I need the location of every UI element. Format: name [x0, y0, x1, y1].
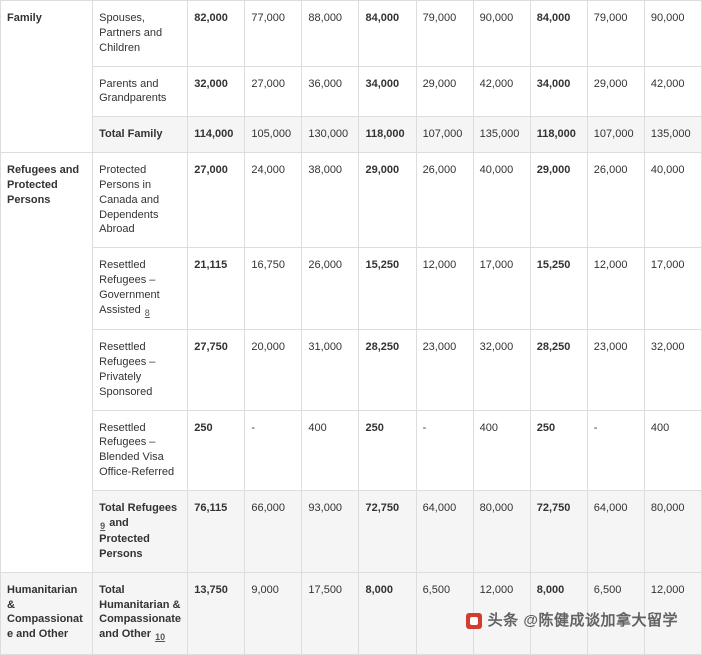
value-cell: 135,000 — [473, 117, 530, 153]
value-cell: 23,000 — [587, 330, 644, 410]
value-cell: 16,750 — [245, 248, 302, 330]
table-row: Resettled Refugees – Privately Sponsored… — [1, 330, 702, 410]
immigration-levels-table: FamilySpouses, Partners and Children82,0… — [0, 0, 702, 655]
value-cell: 64,000 — [587, 490, 644, 572]
value-cell: 12,000 — [416, 248, 473, 330]
value-cell: 28,250 — [359, 330, 416, 410]
value-cell: 250 — [359, 410, 416, 490]
value-cell: 42,000 — [473, 66, 530, 117]
value-cell: 26,000 — [416, 153, 473, 248]
value-cell: 90,000 — [644, 1, 701, 67]
value-cell: 31,000 — [302, 330, 359, 410]
value-cell: 72,750 — [359, 490, 416, 572]
value-cell: 23,000 — [416, 330, 473, 410]
value-cell: 79,000 — [416, 1, 473, 67]
table-row: Total Refugees 9 and Protected Persons76… — [1, 490, 702, 572]
value-cell: 36,000 — [302, 66, 359, 117]
value-cell: 250 — [188, 410, 245, 490]
value-cell: 84,000 — [530, 1, 587, 67]
value-cell: 79,000 — [587, 1, 644, 67]
value-cell: 80,000 — [473, 490, 530, 572]
table-row: Parents and Grandparents32,00027,00036,0… — [1, 66, 702, 117]
value-cell: 26,000 — [302, 248, 359, 330]
value-cell: 29,000 — [587, 66, 644, 117]
row-label: Resettled Refugees – Privately Sponsored — [93, 330, 188, 410]
value-cell: 400 — [644, 410, 701, 490]
value-cell: 400 — [473, 410, 530, 490]
table-row: Resettled Refugees – Government Assisted… — [1, 248, 702, 330]
value-cell: 76,115 — [188, 490, 245, 572]
value-cell: 88,000 — [302, 1, 359, 67]
value-cell: 118,000 — [359, 117, 416, 153]
row-label: Spouses, Partners and Children — [93, 1, 188, 67]
value-cell: 82,000 — [188, 1, 245, 67]
value-cell: 27,000 — [188, 153, 245, 248]
value-cell: - — [245, 410, 302, 490]
value-cell: 72,750 — [530, 490, 587, 572]
value-cell: 42,000 — [644, 66, 701, 117]
value-cell: 26,000 — [587, 153, 644, 248]
value-cell: 12,000 — [587, 248, 644, 330]
value-cell: 90,000 — [473, 1, 530, 67]
value-cell: 32,000 — [473, 330, 530, 410]
value-cell: 130,000 — [302, 117, 359, 153]
value-cell: 250 — [530, 410, 587, 490]
value-cell: 17,000 — [644, 248, 701, 330]
value-cell: 34,000 — [530, 66, 587, 117]
value-cell: 27,750 — [188, 330, 245, 410]
value-cell: 64,000 — [416, 490, 473, 572]
value-cell: 114,000 — [188, 117, 245, 153]
value-cell: 32,000 — [188, 66, 245, 117]
value-cell: 15,250 — [359, 248, 416, 330]
row-label: Total Refugees 9 and Protected Persons — [93, 490, 188, 572]
category-cell: Family — [1, 1, 93, 153]
value-cell: 28,250 — [530, 330, 587, 410]
value-cell: 105,000 — [245, 117, 302, 153]
value-cell: 27,000 — [245, 66, 302, 117]
value-cell: 40,000 — [473, 153, 530, 248]
value-cell: 20,000 — [245, 330, 302, 410]
value-cell: - — [416, 410, 473, 490]
value-cell: 21,115 — [188, 248, 245, 330]
table-row: Resettled Refugees – Blended Visa Office… — [1, 410, 702, 490]
table-row: Total Family114,000105,000130,000118,000… — [1, 117, 702, 153]
row-label: Resettled Refugees – Blended Visa Office… — [93, 410, 188, 490]
table-row: FamilySpouses, Partners and Children82,0… — [1, 1, 702, 67]
value-cell: 400 — [302, 410, 359, 490]
value-cell: 135,000 — [644, 117, 701, 153]
footnote-ref[interactable]: 9 — [100, 520, 105, 532]
value-cell: - — [587, 410, 644, 490]
value-cell: 29,000 — [416, 66, 473, 117]
value-cell: 118,000 — [530, 117, 587, 153]
value-cell: 29,000 — [359, 153, 416, 248]
value-cell: 15,250 — [530, 248, 587, 330]
value-cell: 32,000 — [644, 330, 701, 410]
value-cell: 107,000 — [416, 117, 473, 153]
value-cell: 29,000 — [530, 153, 587, 248]
value-cell: 17,000 — [473, 248, 530, 330]
value-cell: 24,000 — [245, 153, 302, 248]
table-row: Refugees and Protected PersonsProtected … — [1, 153, 702, 248]
value-cell: 40,000 — [644, 153, 701, 248]
row-label: Total Family — [93, 117, 188, 153]
value-cell: 107,000 — [587, 117, 644, 153]
category-cell: Refugees and Protected Persons — [1, 153, 93, 573]
row-label: Protected Persons in Canada and Dependen… — [93, 153, 188, 248]
value-cell: 84,000 — [359, 1, 416, 67]
value-cell: 38,000 — [302, 153, 359, 248]
value-cell: 77,000 — [245, 1, 302, 67]
value-cell: 93,000 — [302, 490, 359, 572]
value-cell: 66,000 — [245, 490, 302, 572]
value-cell: 80,000 — [644, 490, 701, 572]
value-cell: 34,000 — [359, 66, 416, 117]
row-label: Resettled Refugees – Government Assisted… — [93, 248, 188, 330]
row-label: Parents and Grandparents — [93, 66, 188, 117]
footnote-ref[interactable]: 8 — [145, 307, 150, 319]
